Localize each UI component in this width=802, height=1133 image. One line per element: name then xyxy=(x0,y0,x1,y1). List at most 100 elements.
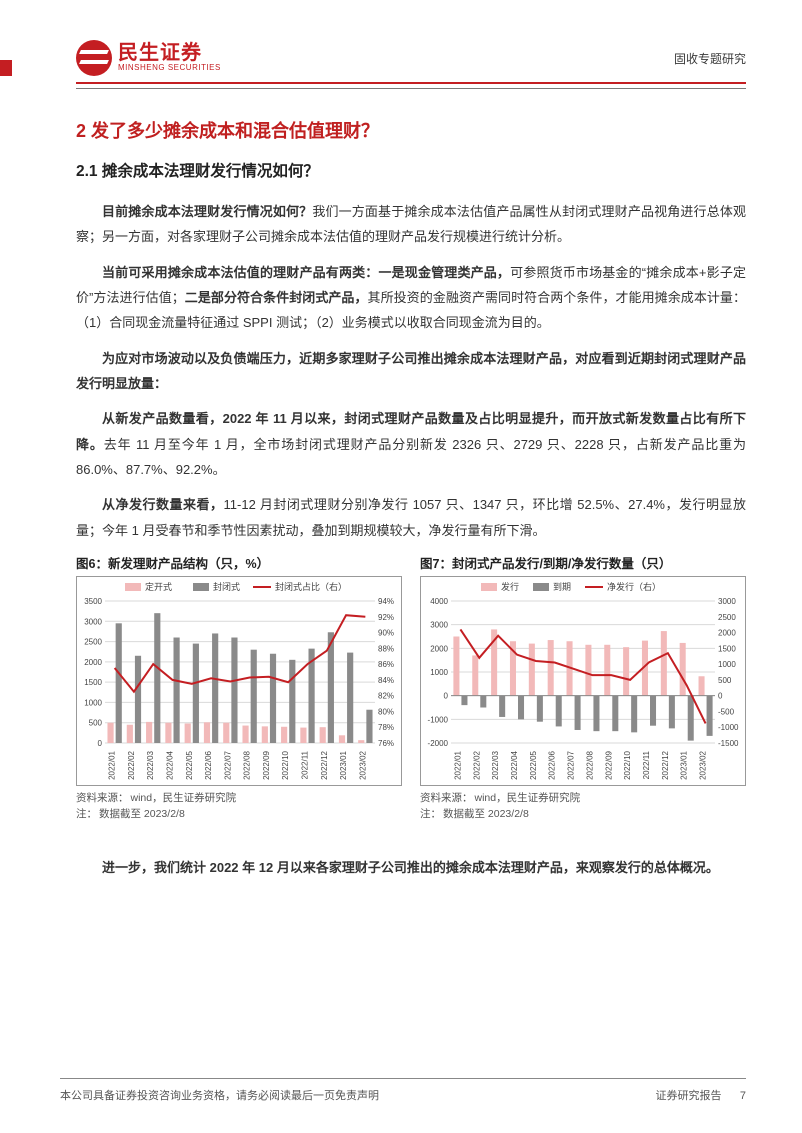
logo-block: 民生证券 MINSHENG SECURITIES xyxy=(76,40,221,76)
svg-text:92%: 92% xyxy=(378,613,394,622)
svg-text:-1000: -1000 xyxy=(718,723,739,732)
svg-text:2023/01: 2023/01 xyxy=(339,751,348,780)
logo-icon xyxy=(76,40,112,76)
svg-text:2022/11: 2022/11 xyxy=(301,751,310,780)
svg-text:2000: 2000 xyxy=(718,629,736,638)
svg-text:2022/03: 2022/03 xyxy=(491,751,500,780)
svg-text:-1500: -1500 xyxy=(718,739,739,748)
chart-7-note-text: 数据截至 2023/2/8 xyxy=(443,806,529,821)
svg-text:0: 0 xyxy=(98,739,103,748)
footer-row: 本公司具备证券投资咨询业务资格，请务必阅读最后一页免责声明 证券研究报告 7 xyxy=(60,1087,746,1103)
svg-text:3500: 3500 xyxy=(84,597,102,606)
page-content: 民生证券 MINSHENG SECURITIES 固收专题研究 2 发了多少摊余… xyxy=(0,0,802,880)
svg-text:2500: 2500 xyxy=(84,638,102,647)
chart-6-note-label: 注： xyxy=(76,806,97,821)
svg-text:2022/11: 2022/11 xyxy=(642,751,651,780)
chart-6-svg: 050010001500200025003000350076%78%80%82%… xyxy=(77,577,401,785)
chart-7-col: 图7：封闭式产品发行/到期/净发行数量（只） -2000 -1000 0 1000 20… xyxy=(420,553,746,821)
footer-rule xyxy=(60,1078,746,1079)
svg-text:78%: 78% xyxy=(378,723,394,732)
para-3: 为应对市场波动以及负债端压力，近期多家理财子公司推出摊余成本法理财产品，对应看到… xyxy=(76,346,746,397)
para-2-a: 当前可采用摊余成本法估值的理财产品有两类：一是现金管理类产品， xyxy=(102,265,510,280)
svg-text:封闭式占比（右）: 封闭式占比（右） xyxy=(275,581,347,592)
svg-text:76%: 76% xyxy=(378,739,394,748)
logo-cn: 民生证券 xyxy=(118,43,221,64)
svg-text:2022/02: 2022/02 xyxy=(472,751,481,780)
chart-7-source-text: wind，民生证券研究院 xyxy=(475,790,581,805)
header-category: 固收专题研究 xyxy=(674,40,746,67)
svg-text:2022/02: 2022/02 xyxy=(127,751,136,780)
chart-6-note-text: 数据截至 2023/2/8 xyxy=(99,806,185,821)
footer-page-number: 7 xyxy=(740,1090,746,1102)
chart-6-source-label: 资料来源： xyxy=(76,790,129,805)
para-5-a: 从净发行数量来看， xyxy=(102,497,224,512)
svg-text:2000: 2000 xyxy=(430,644,448,653)
footer-disclaimer: 本公司具备证券投资咨询业务资格，请务必阅读最后一页免责声明 xyxy=(60,1087,379,1103)
para-6-a: 进一步，我们统计 2022 年 12 月以来各家理财子公司推出的摊余成本法理财产… xyxy=(102,860,719,875)
chart-6-title-prefix: 图6： xyxy=(76,557,108,571)
svg-text:2022/01: 2022/01 xyxy=(108,751,117,780)
chart-7-title: 图7：封闭式产品发行/到期/净发行数量（只） xyxy=(420,553,746,572)
svg-text:2023/02: 2023/02 xyxy=(699,751,708,780)
svg-text:2000: 2000 xyxy=(84,658,102,667)
chart-7-box: -2000-100001000200030004000-1500-1000-50… xyxy=(420,576,746,786)
chart-6-col: 图6：新发理财产品结构（只，%） 05001000150020002500300… xyxy=(76,553,402,821)
svg-text:2023/01: 2023/01 xyxy=(680,751,689,780)
svg-text:82%: 82% xyxy=(378,692,394,701)
svg-text:2022/10: 2022/10 xyxy=(281,751,290,780)
svg-text:发行: 发行 xyxy=(501,581,519,592)
chart-6-note: 注： 数据截至 2023/2/8 xyxy=(76,806,402,821)
svg-text:2022/12: 2022/12 xyxy=(661,751,670,780)
svg-text:3000: 3000 xyxy=(430,621,448,630)
footer-right: 证券研究报告 7 xyxy=(656,1087,746,1103)
svg-text:1500: 1500 xyxy=(84,678,102,687)
section-heading-2-1: 2.1 摊余成本法理财发行情况如何？ xyxy=(76,159,746,181)
charts-row: 图6：新发理财产品结构（只，%） 0 500 1000 1500 2000 2500 300… xyxy=(76,553,746,821)
svg-text:2022/03: 2022/03 xyxy=(146,751,155,780)
para-4-b: 去年 11 月至今年 1 月，全市场封闭式理财产品分别新发 2326 只、272… xyxy=(76,437,746,477)
svg-text:净发行（右）: 净发行（右） xyxy=(607,581,661,592)
svg-text:-1000: -1000 xyxy=(428,715,449,724)
page-side-tab xyxy=(0,60,12,76)
header-rule-thin xyxy=(76,88,746,89)
svg-text:-2000: -2000 xyxy=(428,739,449,748)
svg-text:94%: 94% xyxy=(378,597,394,606)
svg-text:90%: 90% xyxy=(378,629,394,638)
svg-text:80%: 80% xyxy=(378,708,394,717)
svg-text:1000: 1000 xyxy=(430,668,448,677)
chart-7-title-prefix: 图7： xyxy=(420,557,452,571)
chart-6-source-text: wind，民生证券研究院 xyxy=(131,790,237,805)
chart-7-source: 资料来源： wind，民生证券研究院 xyxy=(420,790,746,805)
svg-text:2022/04: 2022/04 xyxy=(166,751,175,780)
svg-text:2022/10: 2022/10 xyxy=(623,751,632,780)
chart-6-source: 资料来源： wind，民生证券研究院 xyxy=(76,790,402,805)
section-heading-2: 2 发了多少摊余成本和混合估值理财？ xyxy=(76,117,746,143)
svg-text:84%: 84% xyxy=(378,676,394,685)
svg-text:3000: 3000 xyxy=(718,597,736,606)
chart-7-note: 注： 数据截至 2023/2/8 xyxy=(420,806,746,821)
para-6: 进一步，我们统计 2022 年 12 月以来各家理财子公司推出的摊余成本法理财产… xyxy=(76,855,746,880)
page-header: 民生证券 MINSHENG SECURITIES 固收专题研究 xyxy=(76,40,746,76)
svg-text:1000: 1000 xyxy=(84,699,102,708)
svg-text:2022/01: 2022/01 xyxy=(453,751,462,780)
svg-text:500: 500 xyxy=(89,719,103,728)
para-4: 从新发产品数量看，2022 年 11 月以来，封闭式理财产品数量及占比明显提升，… xyxy=(76,406,746,482)
svg-text:定开式: 定开式 xyxy=(145,581,172,592)
logo-text: 民生证券 MINSHENG SECURITIES xyxy=(118,43,221,72)
para-2: 当前可采用摊余成本法估值的理财产品有两类：一是现金管理类产品，可参照货币市场基金… xyxy=(76,260,746,336)
svg-text:2022/06: 2022/06 xyxy=(204,751,213,780)
svg-text:2022/12: 2022/12 xyxy=(320,751,329,780)
chart-6-box: 050010001500200025003000350076%78%80%82%… xyxy=(76,576,402,786)
svg-text:2023/02: 2023/02 xyxy=(358,751,367,780)
svg-text:到期: 到期 xyxy=(553,581,571,592)
svg-text:2022/07: 2022/07 xyxy=(223,751,232,780)
logo-en: MINSHENG SECURITIES xyxy=(118,64,221,72)
chart-6-title-text: 新发理财产品结构（只，%） xyxy=(108,557,269,571)
svg-text:1500: 1500 xyxy=(718,644,736,653)
svg-text:2022/09: 2022/09 xyxy=(604,751,613,780)
svg-text:2022/09: 2022/09 xyxy=(262,751,271,780)
svg-text:2022/08: 2022/08 xyxy=(243,751,252,780)
svg-text:1000: 1000 xyxy=(718,660,736,669)
svg-text:86%: 86% xyxy=(378,660,394,669)
svg-text:0: 0 xyxy=(444,692,449,701)
